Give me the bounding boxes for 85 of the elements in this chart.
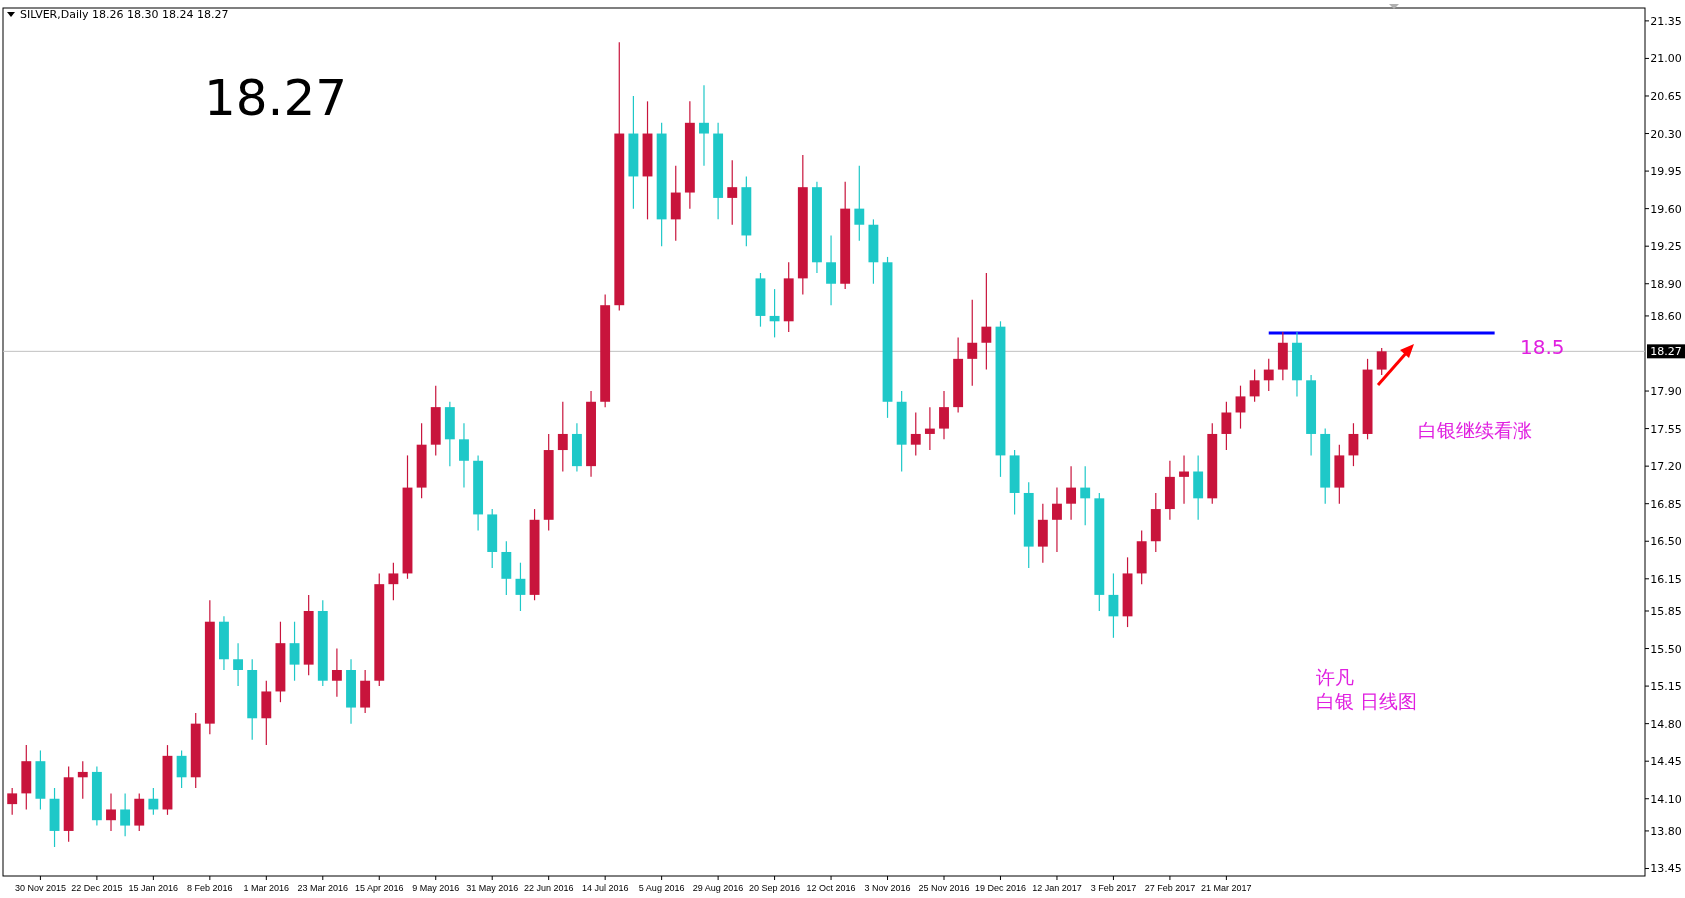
candlestick <box>1235 385 1246 430</box>
x-tick-label: 20 Sep 2016 <box>749 883 801 893</box>
y-tick-label: 20.30 <box>1650 127 1682 141</box>
candlestick <box>459 422 469 489</box>
x-tick-label: 31 May 2016 <box>466 883 519 893</box>
y-tick-label: 17.90 <box>1650 385 1682 399</box>
candlestick <box>699 84 709 167</box>
candlestick <box>7 787 18 816</box>
candlestick <box>967 299 978 387</box>
y-tick-label: 16.50 <box>1650 535 1682 549</box>
x-tick-label: 9 May 2016 <box>412 883 460 893</box>
candlestick <box>1179 454 1189 505</box>
candlestick <box>1052 487 1062 553</box>
candlestick <box>939 390 949 440</box>
candlestick <box>981 272 992 371</box>
candlestick <box>331 647 342 698</box>
annotation: 白银 日线图 <box>1316 690 1418 712</box>
candlestick <box>148 787 159 816</box>
x-tick-label: 1 Mar 2016 <box>243 883 290 893</box>
x-tick-label: 3 Nov 2016 <box>864 883 911 893</box>
candlestick <box>388 562 399 601</box>
y-tick-label: 13.45 <box>1650 862 1682 876</box>
candlestick <box>1066 465 1077 521</box>
candlestick <box>1249 368 1260 403</box>
y-tick-label: 15.15 <box>1650 680 1682 694</box>
x-tick-label: 12 Jan 2017 <box>1032 883 1082 893</box>
y-tick-label: 16.15 <box>1650 572 1682 586</box>
x-tick-label: 23 Mar 2016 <box>297 883 349 893</box>
y-tick-label: 14.45 <box>1650 755 1682 769</box>
y-tick-label: 15.50 <box>1650 642 1682 656</box>
x-tick-label: 8 Feb 2016 <box>187 883 233 893</box>
y-tick-label: 14.80 <box>1650 717 1682 731</box>
chart-title: SILVER,Daily 18.26 18.30 18.24 18.27 <box>20 8 229 21</box>
candlestick <box>1080 465 1091 526</box>
candlestick <box>910 411 921 457</box>
y-tick-label: 20.65 <box>1650 89 1682 103</box>
y-tick-label: 18.60 <box>1650 309 1682 323</box>
candlestick <box>1108 572 1119 639</box>
annotation: 18.5 <box>1520 335 1565 359</box>
candlestick <box>106 792 116 832</box>
x-tick-label: 30 Nov 2015 <box>14 883 66 893</box>
x-tick-label: 15 Apr 2016 <box>354 883 404 893</box>
candlestick <box>233 642 244 687</box>
y-tick-label: 17.20 <box>1650 460 1682 474</box>
y-tick-label: 21.00 <box>1650 52 1682 66</box>
x-tick-label: 22 Jun 2016 <box>523 883 574 893</box>
y-tick-label: 19.25 <box>1650 240 1682 254</box>
y-tick-label: 16.85 <box>1650 497 1682 511</box>
y-tick-label: 17.55 <box>1650 422 1682 436</box>
x-tick-label: 21 Mar 2017 <box>1201 883 1252 893</box>
x-tick-label: 14 Jul 2016 <box>581 883 629 893</box>
y-tick-label: 18.90 <box>1650 277 1682 291</box>
annotation: 白银继续看涨 <box>1418 419 1532 441</box>
candlestick <box>515 562 526 612</box>
candlestick <box>769 288 780 338</box>
ref-line-label: 18.27 <box>1650 345 1682 359</box>
annotation: 许凡 <box>1316 666 1354 688</box>
y-tick-label: 15.85 <box>1650 604 1682 618</box>
x-tick-label: 29 Aug 2016 <box>692 883 744 893</box>
x-tick-label: 12 Oct 2016 <box>806 883 856 893</box>
candlestick <box>924 406 935 451</box>
x-tick-label: 19 Dec 2016 <box>974 883 1027 893</box>
candlestick <box>176 749 187 789</box>
y-tick-label: 19.95 <box>1650 165 1682 179</box>
y-tick-label: 14.10 <box>1650 792 1682 806</box>
candlestick <box>854 165 865 242</box>
candlestick <box>289 621 300 682</box>
y-tick-label: 19.60 <box>1650 202 1682 216</box>
y-tick-label: 21.35 <box>1650 14 1682 28</box>
candlestick <box>826 234 836 306</box>
x-tick-label: 27 Feb 2017 <box>1144 883 1196 893</box>
x-tick-label: 22 Dec 2015 <box>71 883 123 893</box>
candlestick <box>557 401 568 473</box>
x-tick-label: 3 Feb 2017 <box>1090 883 1137 893</box>
candlestick <box>727 159 738 226</box>
annotation: 18.27 <box>204 69 348 127</box>
candlestick <box>120 792 131 837</box>
x-tick-label: 15 Jan 2016 <box>128 883 179 893</box>
candlestick <box>77 760 88 800</box>
candlestick <box>1221 401 1232 451</box>
x-tick-label: 5 Aug 2016 <box>638 883 685 893</box>
candlestick <box>1263 358 1274 392</box>
candlestick <box>1376 347 1387 376</box>
x-tick-label: 25 Nov 2016 <box>918 883 970 893</box>
y-tick-label: 13.80 <box>1650 824 1682 838</box>
